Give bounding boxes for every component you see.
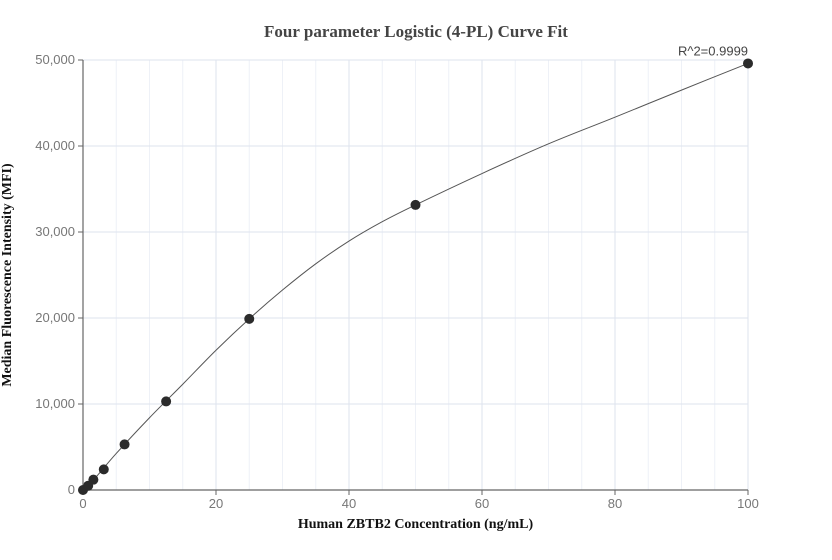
x-axis-label: Human ZBTB2 Concentration (ng/mL) — [297, 517, 534, 532]
y-axis-label: Median Fluorescence Intensity (MFI) — [0, 163, 15, 387]
data-point[interactable] — [98, 464, 109, 475]
data-point[interactable] — [161, 396, 172, 407]
y-tick-label: 40,000 — [35, 138, 75, 153]
tick-labels: 0 10,000 20,000 30,000 40,000 50,000 0 20 40 60 80… — [35, 52, 759, 511]
x-tick-label: 20 — [209, 496, 223, 511]
fit-curve — [82, 62, 749, 491]
y-tick-label: 50,000 — [35, 52, 75, 67]
fit-curve-line — [82, 62, 749, 491]
data-point[interactable] — [410, 199, 421, 210]
data-points — [78, 58, 753, 495]
x-tick-label: 40 — [342, 496, 356, 511]
data-point[interactable] — [88, 474, 99, 485]
y-tick-label: 30,000 — [35, 224, 75, 239]
r-squared-annotation: R^2=0.9999 — [678, 43, 748, 58]
y-tick-label: 10,000 — [35, 396, 75, 411]
x-tick-label: 100 — [737, 496, 759, 511]
chart-title: Four parameter Logistic (4-PL) Curve Fit — [264, 22, 568, 41]
x-tick-label: 80 — [608, 496, 622, 511]
data-point[interactable] — [244, 313, 255, 324]
y-tick-label: 20,000 — [35, 310, 75, 325]
x-tick-label: 60 — [475, 496, 489, 511]
data-point[interactable] — [743, 58, 753, 69]
data-point[interactable] — [119, 439, 130, 450]
y-tick-label: 0 — [68, 482, 75, 497]
major-gridlines — [83, 59, 749, 490]
minor-gridlines — [115, 60, 716, 490]
axes — [78, 59, 749, 495]
x-tick-label: 0 — [79, 496, 86, 511]
